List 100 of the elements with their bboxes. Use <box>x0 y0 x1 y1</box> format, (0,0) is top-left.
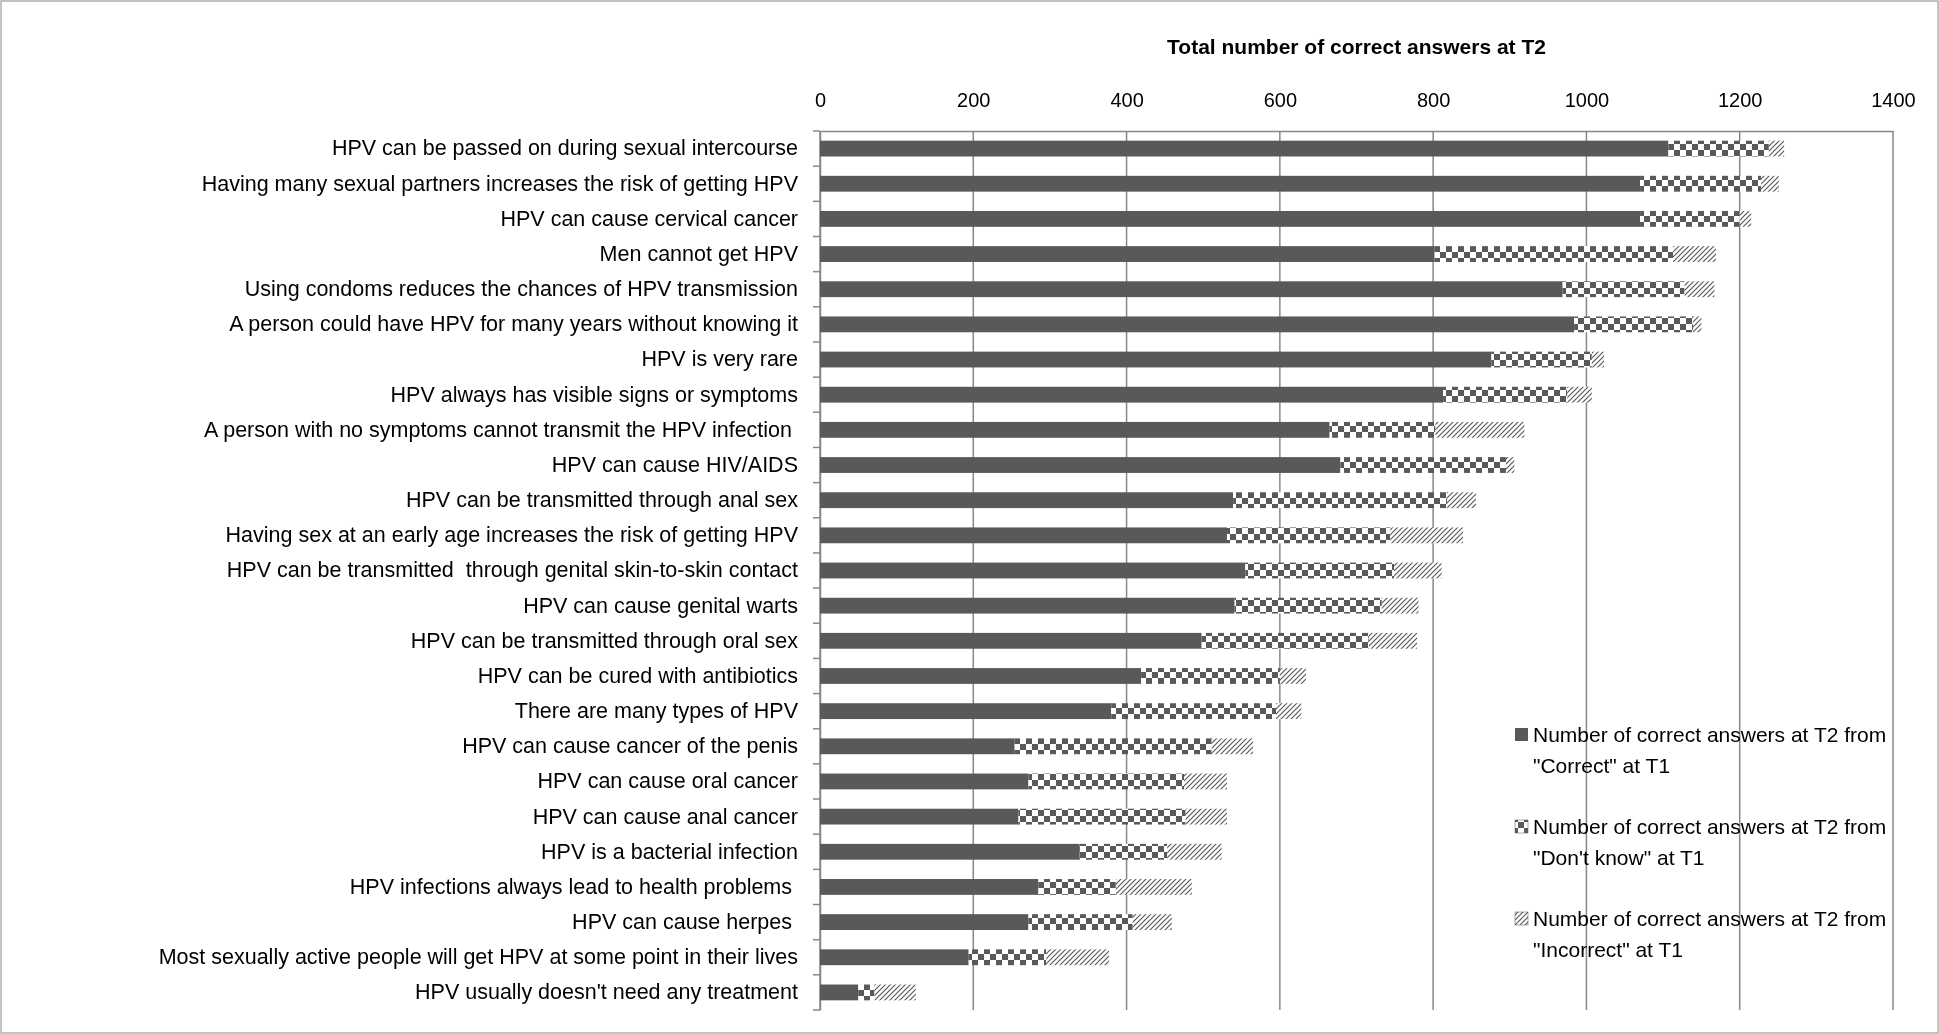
bar <box>1435 421 1525 438</box>
bar <box>820 703 1112 720</box>
bar <box>1234 597 1382 614</box>
bar <box>1167 843 1222 860</box>
bar <box>820 175 1641 192</box>
bar <box>1028 773 1185 790</box>
bar <box>1046 949 1109 966</box>
y-tick-label: HPV can be transmitted through anal sex <box>406 488 799 513</box>
y-tick-label: HPV is very rare <box>641 347 798 372</box>
bar <box>1574 316 1693 333</box>
bar <box>1562 281 1685 298</box>
bar <box>1226 527 1391 544</box>
bar <box>1245 562 1395 579</box>
bar <box>1434 246 1674 262</box>
y-tick-label: There are many types of HPV <box>514 699 799 724</box>
bar <box>1115 879 1192 895</box>
bar <box>820 843 1080 860</box>
y-tick-label: Men cannot get HPV <box>599 241 799 266</box>
bar <box>820 632 1202 649</box>
x-tick-label: 200 <box>957 89 991 111</box>
bar <box>820 527 1227 544</box>
y-tick-label: HPV can cause genital warts <box>523 593 798 618</box>
bar <box>1329 421 1436 438</box>
legend-label: Number of correct answers at T2 from "Don't know" at T1 <box>1533 815 1887 869</box>
y-tick-label: Having sex at an early age increases the risk of getting HPV <box>225 523 799 548</box>
bar <box>820 457 1341 473</box>
bar <box>820 949 969 966</box>
bar <box>820 597 1235 614</box>
y-tick-label: HPV can cause herpes <box>572 909 798 934</box>
bar <box>820 914 1029 931</box>
bar <box>1111 703 1277 720</box>
y-tick-label: Using condoms reduces the chances of HPV transmission <box>244 277 798 302</box>
bar <box>820 668 1142 684</box>
bar <box>820 351 1492 368</box>
bar <box>820 421 1330 438</box>
x-tick-label: 1000 <box>1564 89 1610 111</box>
bar <box>1668 140 1769 157</box>
y-tick-label: A person with no symptoms cannot transmit the HPV infection <box>204 417 798 442</box>
bar <box>1673 246 1716 262</box>
bar <box>1692 316 1702 333</box>
y-tick-label: HPV always has visible signs or symptoms <box>390 382 798 407</box>
x-tick-label: 0 <box>814 89 827 111</box>
x-tick-label: 600 <box>1263 89 1298 111</box>
bar <box>1761 175 1779 192</box>
y-tick-label: Having many sexual partners increases the risk of getting HPV <box>201 171 799 196</box>
bar <box>820 562 1246 579</box>
bar <box>820 210 1641 227</box>
bar <box>1211 738 1254 755</box>
bar <box>820 246 1435 262</box>
y-tick-label: HPV usually doesn't need any treatment <box>415 980 799 1005</box>
bar <box>1368 632 1418 649</box>
x-tick-label: 1200 <box>1717 89 1763 111</box>
bar <box>1184 773 1227 790</box>
y-tick-label: HPV can be transmitted through genital skin-to-skin contact <box>226 558 799 583</box>
bar <box>1739 210 1752 227</box>
chart-title: Total number of correct answers at T2 <box>1167 35 1546 58</box>
bar <box>1640 175 1762 192</box>
bar <box>820 316 1575 333</box>
bar <box>968 949 1047 966</box>
bar <box>820 738 1015 755</box>
bar <box>1340 457 1506 473</box>
bar <box>874 984 916 1001</box>
y-tick-label: HPV is a bacterial infection <box>541 839 798 864</box>
bar <box>1640 210 1740 227</box>
bar <box>1014 738 1212 755</box>
legend-label: Number of correct answers at T2 from "Incorrect" at T1 <box>1533 907 1887 961</box>
bar <box>1505 457 1515 473</box>
bar <box>1233 492 1447 509</box>
bar <box>1381 597 1419 614</box>
bar <box>1567 386 1592 403</box>
bar <box>1079 843 1168 860</box>
y-tick-label: HPV can cause cervical cancer <box>500 206 798 231</box>
x-tick-label: 1400 <box>1871 89 1916 111</box>
bar <box>820 386 1444 403</box>
bar <box>820 879 1039 895</box>
bar <box>1394 562 1442 579</box>
y-tick-label: Most sexually active people will get HPV at some point in their lives <box>158 945 798 970</box>
bar <box>1491 351 1592 368</box>
bar <box>1390 527 1464 544</box>
bar <box>820 140 1669 157</box>
y-tick-label: HPV infections always lead to health problems <box>349 874 798 899</box>
bar <box>1185 808 1227 825</box>
y-tick-label: HPV can cause HIV/AIDS <box>551 452 798 477</box>
bar <box>820 492 1234 509</box>
y-tick-label: HPV can cause oral cancer <box>537 769 798 794</box>
bar <box>1038 879 1116 895</box>
bar <box>1201 632 1369 649</box>
x-tick-label: 800 <box>1416 89 1451 111</box>
y-tick-label: HPV can be cured with antibiotics <box>477 663 798 688</box>
bar <box>1591 351 1605 368</box>
bar <box>820 808 1019 825</box>
y-tick-label: A person could have HPV for many years without knowing it <box>229 312 799 337</box>
legend-label: Number of correct answers at T2 from "Correct" at T1 <box>1533 723 1887 777</box>
y-tick-label: HPV can cause cancer of the penis <box>462 734 798 759</box>
bar <box>1279 668 1306 684</box>
bar <box>1768 140 1785 157</box>
bar <box>1684 281 1715 298</box>
bar <box>820 773 1029 790</box>
bar <box>1028 914 1133 931</box>
bar <box>1132 914 1172 931</box>
